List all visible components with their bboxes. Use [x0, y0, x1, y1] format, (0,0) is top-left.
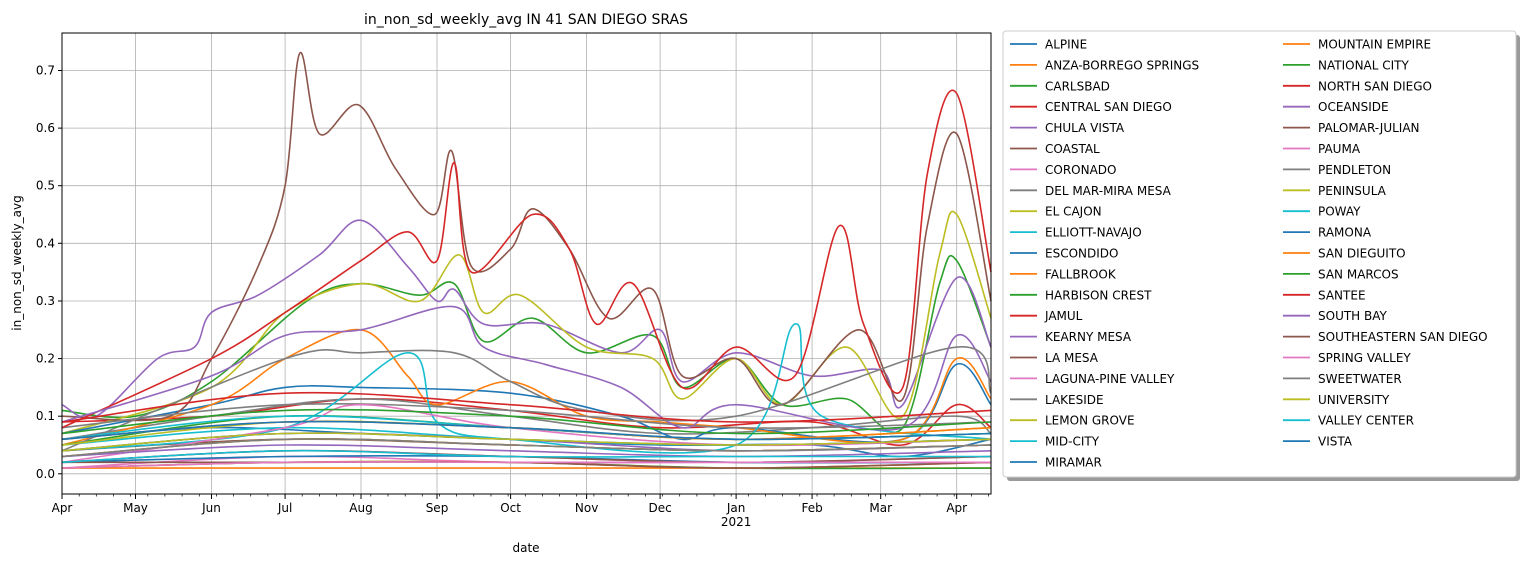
- legend-label: ANZA-BORREGO SPRINGS: [1045, 58, 1199, 72]
- x-axis-label: date: [512, 541, 539, 555]
- y-tick-label: 0.3: [36, 294, 55, 308]
- legend-label: MID-CITY: [1045, 435, 1100, 449]
- legend-label: NORTH SAN DIEGO: [1318, 79, 1432, 93]
- x-tick-year-label: 2021: [721, 515, 752, 529]
- x-tick-label: Feb: [801, 501, 822, 515]
- y-tick-label: 0.0: [36, 467, 55, 481]
- legend-label: EL CAJON: [1045, 205, 1102, 219]
- series-line: [61, 346, 992, 452]
- plot-frame: [61, 32, 992, 495]
- legend-label: JAMUL: [1044, 309, 1083, 323]
- x-tick-label: Apr: [52, 501, 73, 515]
- y-axis-label: in_non_sd_weekly_avg: [10, 195, 24, 330]
- y-tick-label: 0.7: [36, 64, 55, 78]
- legend-label: SOUTHEASTERN SAN DIEGO: [1318, 330, 1488, 344]
- legend-label: MIRAMAR: [1045, 456, 1102, 470]
- x-tick-label: Aug: [349, 501, 372, 515]
- chart-title: in_non_sd_weekly_avg IN 41 SAN DIEGO SRA…: [364, 12, 688, 28]
- series-line: [61, 444, 992, 458]
- legend-label: SAN DIEGUITO: [1318, 247, 1406, 261]
- legend-label: CORONADO: [1045, 163, 1116, 177]
- y-tick-label: 0.5: [36, 179, 55, 193]
- x-tick-label: Dec: [648, 501, 671, 515]
- series-line: [61, 438, 992, 458]
- legend-label: RAMONA: [1318, 226, 1372, 240]
- y-tick-label: 0.4: [36, 236, 55, 250]
- series-line: [61, 420, 992, 441]
- legend-label: PENDLETON: [1318, 163, 1391, 177]
- x-tick-label: Jun: [201, 501, 221, 515]
- legend-label: FALLBROOK: [1045, 267, 1117, 281]
- legend-label: OCEANSIDE: [1318, 100, 1389, 114]
- x-tick-label: Jul: [277, 501, 292, 515]
- series-line: [61, 461, 991, 469]
- series-line: [61, 403, 992, 429]
- legend-label: NATIONAL CITY: [1318, 58, 1410, 72]
- legend-label: LA MESA: [1045, 351, 1099, 365]
- legend-label: VISTA: [1318, 435, 1353, 449]
- series-line: [61, 210, 992, 435]
- legend-label: VALLEY CENTER: [1318, 414, 1414, 428]
- legend-label: PALOMAR-JULIAN: [1318, 121, 1420, 135]
- x-tick-label: Jan: [726, 501, 746, 515]
- legend-label: SWEETWATER: [1318, 372, 1402, 386]
- legend-box: [1002, 30, 1517, 478]
- y-tick-label: 0.1: [36, 409, 55, 423]
- series-line: [61, 52, 992, 422]
- legend-label: ESCONDIDO: [1045, 247, 1118, 261]
- grid: [61, 33, 991, 494]
- legend-label: SOUTH BAY: [1318, 309, 1388, 323]
- series-line: [61, 255, 992, 434]
- x-tick-label: May: [123, 501, 148, 515]
- x-tick-label: Mar: [869, 501, 892, 515]
- y-tick-label: 0.6: [36, 121, 55, 135]
- legend-label: PAUMA: [1318, 142, 1361, 156]
- legend-label: DEL MAR-MIRA MESA: [1045, 184, 1172, 198]
- y-tick-label: 0.2: [36, 352, 55, 366]
- legend-label: SAN MARCOS: [1318, 267, 1399, 281]
- legend-label: PENINSULA: [1318, 184, 1387, 198]
- legend-label: UNIVERSITY: [1318, 393, 1390, 407]
- series-lines: [61, 52, 992, 470]
- legend-label: SANTEE: [1318, 288, 1366, 302]
- legend-label: CENTRAL SAN DIEGO: [1045, 100, 1172, 114]
- legend-label: KEARNY MESA: [1045, 330, 1132, 344]
- series-line: [61, 323, 992, 454]
- legend-label: HARBISON CREST: [1045, 288, 1152, 302]
- legend-label: LEMON GROVE: [1045, 414, 1135, 428]
- legend-items: ALPINE ANZA-BORREGO SPRINGS CARLSBAD CENTRA…: [1010, 38, 1488, 470]
- legend-label: ALPINE: [1045, 38, 1087, 52]
- series-line: [61, 408, 992, 435]
- series-line: [61, 449, 991, 464]
- legend: ALPINE ANZA-BORREGO SPRINGS CARLSBAD CENTRA…: [1002, 30, 1520, 481]
- legend-label: SPRING VALLEY: [1318, 351, 1411, 365]
- x-tick-label: Apr: [946, 501, 967, 515]
- series-line: [61, 89, 992, 429]
- x-tick-label: Nov: [575, 501, 598, 515]
- series-line: [61, 432, 992, 452]
- legend-label: CARLSBAD: [1045, 79, 1110, 93]
- legend-label: MOUNTAIN EMPIRE: [1318, 38, 1431, 52]
- legend-label: ELLIOTT-NAVAJO: [1045, 226, 1142, 240]
- legend-label: POWAY: [1318, 205, 1361, 219]
- legend-label: LAGUNA-PINE VALLEY: [1045, 372, 1175, 386]
- series-line: [61, 391, 992, 423]
- legend-label: LAKESIDE: [1045, 393, 1104, 407]
- axes: 0.0 0.1 0.2 0.3 0.4 0.5 0.6 0.7 Apr May Jun Jul Aug S…: [36, 64, 989, 529]
- legend-label: CHULA VISTA: [1045, 121, 1125, 135]
- legend-label: COASTAL: [1045, 142, 1100, 156]
- x-tick-label: Sep: [426, 501, 449, 515]
- x-tick-label: Oct: [500, 501, 521, 515]
